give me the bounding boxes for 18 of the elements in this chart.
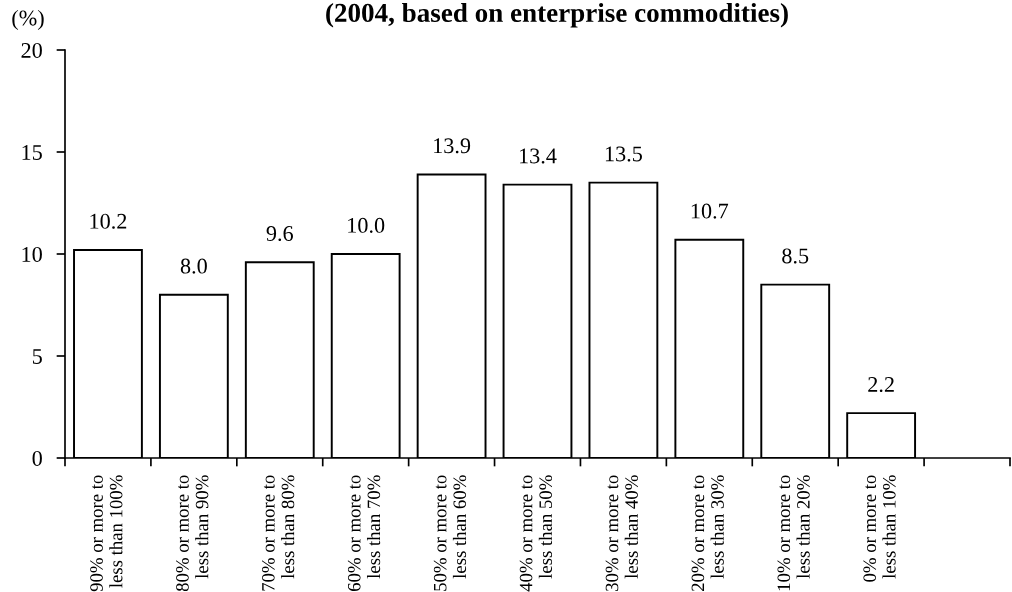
data-label: 10.0 bbox=[348, 217, 385, 233]
data-label: 13.5 bbox=[605, 146, 642, 162]
data-label: 8.5 bbox=[782, 248, 809, 264]
chart-title: (2004, based on enterprise commodities) bbox=[326, 3, 788, 28]
y-tick-label: 20 bbox=[21, 42, 42, 58]
data-label: 10.2 bbox=[90, 213, 127, 229]
data-label: 8.0 bbox=[180, 258, 207, 274]
y-tick-label: 15 bbox=[22, 145, 42, 160]
y-axis-title: (%) bbox=[12, 9, 44, 31]
y-tick-label: 5 bbox=[32, 349, 42, 364]
data-label: 13.4 bbox=[520, 148, 557, 164]
data-label: 9.6 bbox=[266, 226, 293, 242]
x-tick-label: 90% or more to less than 100% bbox=[90, 475, 123, 592]
data-label: 13.9 bbox=[434, 138, 471, 154]
y-tick-label: 0 bbox=[32, 450, 42, 466]
data-label: 2.2 bbox=[868, 377, 894, 393]
y-tick-label: 10 bbox=[22, 246, 42, 262]
data-label: 10.7 bbox=[691, 203, 729, 219]
